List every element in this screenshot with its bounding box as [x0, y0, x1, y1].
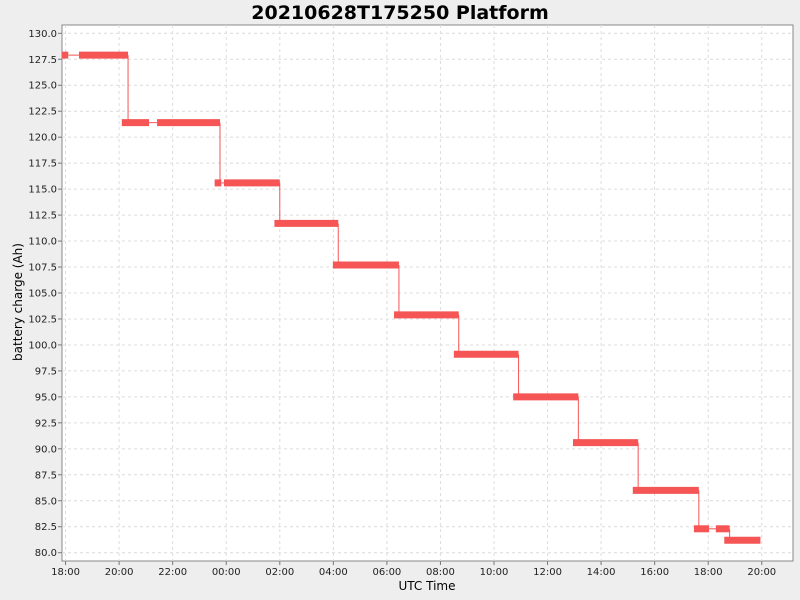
- x-tick-label: 00:00: [212, 567, 241, 578]
- y-tick-label: 100.0: [28, 340, 57, 351]
- grid-lines: [62, 25, 793, 561]
- x-tick-label: 14:00: [587, 567, 616, 578]
- y-tick-label: 107.5: [28, 263, 57, 274]
- y-tick-label: 117.5: [28, 159, 57, 170]
- x-tick-label: 18:00: [51, 567, 80, 578]
- y-tick-label: 85.0: [35, 496, 57, 507]
- y-tick-label: 110.0: [28, 237, 57, 248]
- chart-title: 20210628T175250 Platform: [251, 2, 549, 24]
- x-tick-label: 06:00: [372, 567, 401, 578]
- y-tick-label: 122.5: [28, 107, 57, 118]
- x-tick-label: 02:00: [265, 567, 294, 578]
- x-tick-label: 20:00: [747, 567, 776, 578]
- y-tick-label: 130.0: [28, 29, 57, 40]
- y-tick-label: 127.5: [28, 55, 57, 66]
- y-tick-label: 82.5: [35, 522, 57, 533]
- x-tick-label: 04:00: [319, 567, 348, 578]
- y-tick-label: 102.5: [28, 314, 57, 325]
- y-axis-label: battery charge (Ah): [11, 243, 25, 361]
- y-tick-label: 90.0: [35, 444, 57, 455]
- x-tick-label: 12:00: [533, 567, 562, 578]
- tick-labels: 18:00 20:00 22:00 00:00 02:00 04:00 06:00 08:00…: [28, 29, 776, 578]
- y-tick-label: 125.0: [28, 81, 57, 92]
- y-tick-label: 105.0: [28, 289, 57, 300]
- x-tick-label: 08:00: [426, 567, 455, 578]
- x-axis-label: UTC Time: [399, 579, 456, 593]
- y-tick-label: 80.0: [35, 548, 57, 559]
- y-tick-label: 115.0: [28, 185, 57, 196]
- x-tick-label: 22:00: [158, 567, 187, 578]
- x-tick-label: 10:00: [480, 567, 509, 578]
- y-tick-label: 95.0: [35, 392, 57, 403]
- x-tick-label: 16:00: [640, 567, 669, 578]
- y-tick-label: 92.5: [35, 418, 57, 429]
- y-tick-label: 112.5: [28, 211, 57, 222]
- y-tick-label: 120.0: [28, 133, 57, 144]
- data-layer: [61, 51, 761, 544]
- y-tick-label: 87.5: [35, 470, 57, 481]
- y-tick-label: 97.5: [35, 366, 57, 377]
- x-tick-label: 20:00: [105, 567, 134, 578]
- x-tick-label: 18:00: [694, 567, 723, 578]
